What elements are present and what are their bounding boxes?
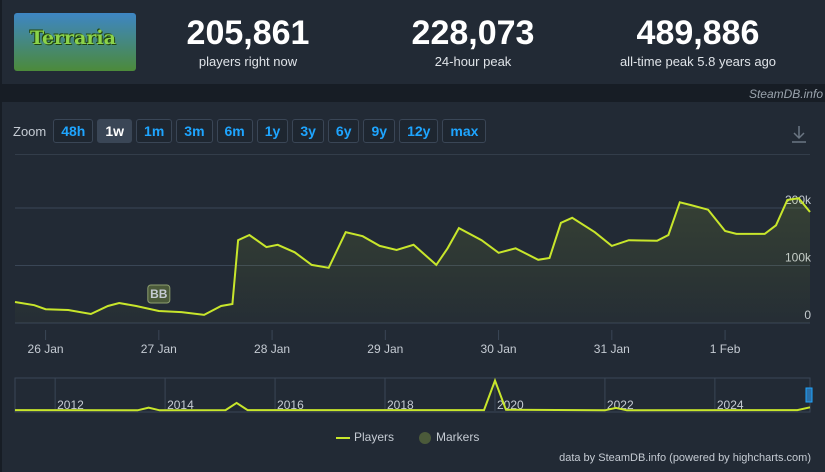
zoom-button[interactable]: 3y: [292, 119, 324, 143]
legend-label: Players: [354, 430, 394, 444]
x-tick-label: 31 Jan: [594, 342, 630, 356]
navigator-line: [14, 377, 811, 412]
zoom-button[interactable]: 12y: [399, 119, 439, 143]
navigator-tick-label: 2014: [167, 398, 194, 412]
legend-swatch: [419, 432, 431, 444]
legend-label: Markers: [436, 430, 479, 444]
zoom-label: Zoom: [13, 123, 47, 139]
stats-bar: [2, 0, 825, 84]
stat-label: 24-hour peak: [434, 54, 512, 69]
zoom-button[interactable]: 1y: [256, 119, 289, 143]
zoom-button[interactable]: 6y: [327, 119, 360, 143]
navigator-tick-label: 2024: [717, 398, 744, 412]
x-tick-label: 26 Jan: [28, 342, 64, 356]
marker: [147, 284, 171, 304]
navigator-tick-label: 2018: [387, 398, 414, 412]
navigator-tick-label: 2012: [57, 398, 84, 412]
line: [14, 197, 811, 316]
zoom-button[interactable]: 3m: [176, 119, 213, 143]
navigator-tick-label: 2016: [277, 398, 304, 412]
zoom-button[interactable]: 1w: [97, 119, 133, 143]
source: SteamDB.info: [748, 87, 823, 101]
zoom-button[interactable]: 6m: [216, 119, 253, 143]
zoom-bar: Zoom 48h 1w 1m 3m 6m 1y 3y 6y 9y 12y max: [13, 119, 487, 143]
x-tick-label: 29 Jan: [367, 342, 403, 356]
x-tick-label: 28 Jan: [254, 342, 290, 356]
stat: 228,073 24-hour peak: [363, 14, 583, 71]
x-tick-label: 27 Jan: [141, 342, 177, 356]
navigator-handle[interactable]: [805, 387, 813, 403]
stat: 489,886 all-time peak 5.8 years ago: [588, 14, 808, 71]
marker-label: BB: [150, 287, 168, 301]
stat-value: 205,861: [186, 14, 310, 52]
game-logo: Terraria: [14, 13, 136, 71]
x-tick-label: 1 Feb: [710, 342, 741, 356]
x-tick-label: 30 Jan: [481, 342, 517, 356]
credit: data by SteamDB.info (powered by highcha…: [559, 452, 811, 464]
game-name: Terraria: [30, 27, 116, 49]
stat-value: 228,073: [411, 14, 535, 52]
zoom-button[interactable]: 9y: [363, 119, 396, 143]
zoom-button[interactable]: 1m: [136, 119, 173, 143]
area: [15, 198, 810, 323]
stat-label: all-time peak 5.8 years ago: [619, 54, 777, 69]
zoom-button[interactable]: 48h: [53, 119, 94, 143]
download-icon[interactable]: [792, 126, 806, 143]
stat-value: 489,886: [636, 14, 760, 52]
stat-label: players right now: [198, 54, 298, 69]
zoom-button[interactable]: max: [442, 119, 487, 143]
stat: 205,861 players right now: [138, 14, 358, 71]
